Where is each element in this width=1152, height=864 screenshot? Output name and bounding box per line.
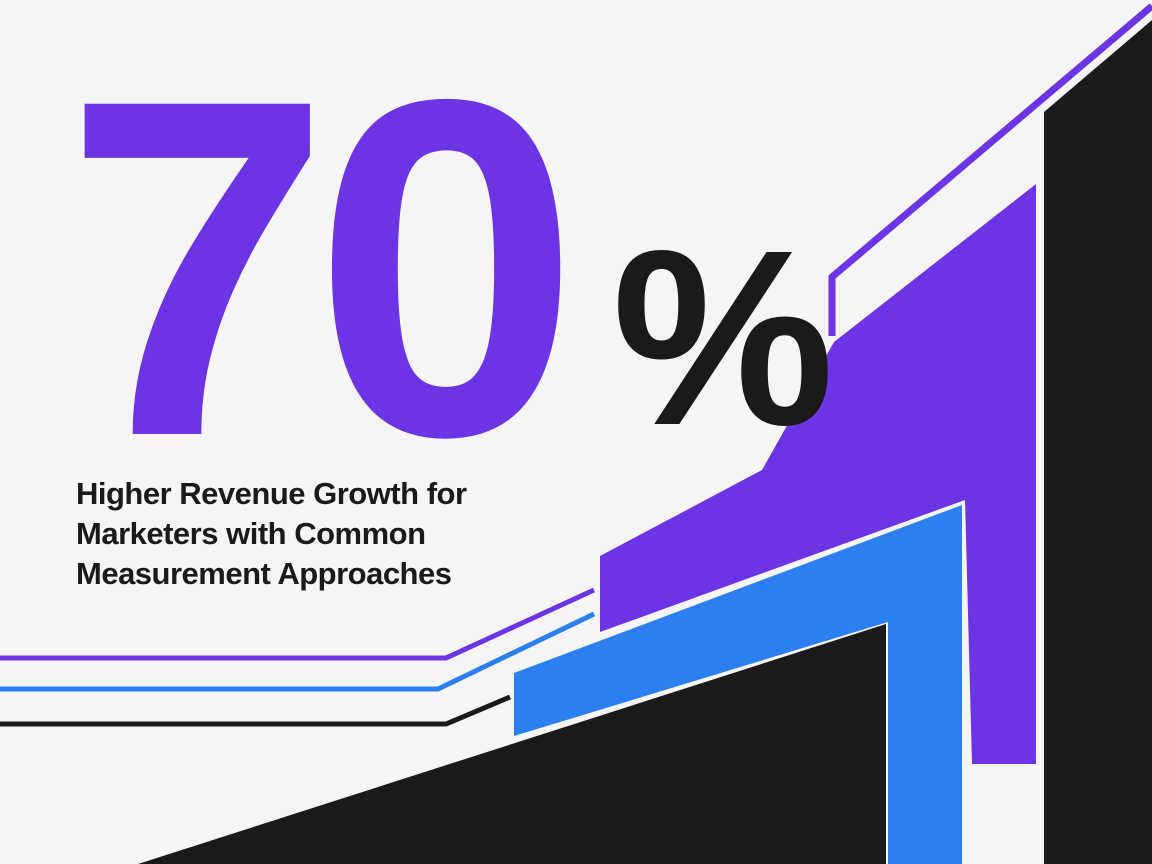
blue-step-shape: [514, 505, 962, 864]
caption-line: Higher Revenue Growth for: [76, 476, 467, 511]
black-column-shape: [1044, 20, 1152, 864]
percent-sign: %: [612, 198, 835, 477]
purple-step-shape: [600, 184, 1036, 764]
stat-caption: Higher Revenue Growth for Marketers with…: [76, 474, 596, 594]
black-ramp-shape: [138, 624, 886, 864]
purple-connector-line: [0, 587, 596, 661]
caption-line: Marketers with Common: [76, 516, 426, 551]
caption-line: Measurement Approaches: [76, 556, 452, 591]
blue-connector-line: [0, 611, 596, 692]
stat-number: 70: [64, 0, 580, 536]
black-connector-line: [0, 694, 511, 727]
purple-top-line: [828, 3, 1152, 336]
